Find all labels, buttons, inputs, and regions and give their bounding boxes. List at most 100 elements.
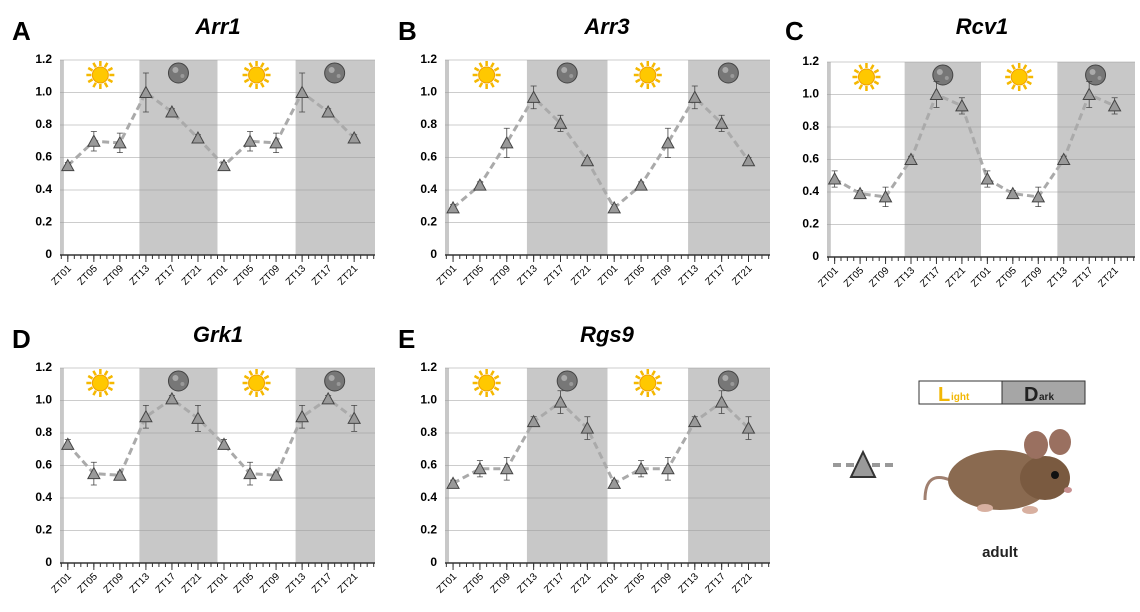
data-point — [165, 391, 179, 405]
sun-ray — [853, 68, 860, 74]
x-tick-label: ZT09 — [102, 263, 127, 288]
data-point — [217, 437, 231, 450]
x-tick-label: ZT13 — [284, 263, 309, 288]
data-point — [980, 171, 995, 185]
sun-ray — [103, 370, 109, 376]
sun-ray — [107, 66, 114, 72]
sun-ray — [248, 370, 254, 376]
sun-ray — [473, 78, 480, 84]
data-point — [714, 116, 729, 129]
y-tick-label: 0.2 — [420, 523, 437, 537]
moon-crater — [1089, 69, 1096, 75]
moon-crater — [172, 375, 179, 381]
data-point — [955, 98, 969, 112]
y-tick-label: 0.4 — [420, 182, 437, 196]
data-point — [580, 421, 595, 434]
sun-ray — [248, 390, 254, 396]
sun-ray — [873, 80, 880, 86]
sun-ray — [654, 78, 661, 84]
x-tick-label: ZT21 — [569, 571, 594, 596]
sun-ray — [635, 374, 641, 380]
sun — [1010, 68, 1028, 86]
sun-ray — [263, 374, 270, 380]
y-tick-label: 0.2 — [802, 217, 819, 231]
moon — [556, 62, 578, 84]
moon — [1085, 64, 1107, 86]
sun-ray — [243, 78, 250, 84]
y-tick-label: 0.6 — [420, 458, 437, 472]
x-tick-label: ZT01 — [435, 263, 460, 288]
x-tick-label: ZT13 — [515, 263, 540, 288]
x-tick-label: ZT17 — [154, 263, 179, 288]
sun-ray — [103, 390, 109, 396]
sun-ray — [103, 62, 109, 68]
sun-ray — [1022, 84, 1028, 90]
x-tick-label: ZT09 — [1020, 265, 1045, 290]
sun-ray — [651, 370, 656, 376]
data-point — [87, 466, 101, 480]
data-point — [446, 476, 460, 489]
y-tick-label: 0.4 — [420, 490, 437, 504]
moon-crater — [1097, 76, 1102, 80]
moon-crater — [336, 382, 341, 386]
sun-ray — [490, 82, 495, 88]
chart-title: Arr1 — [194, 14, 240, 39]
chart-title: Grk1 — [193, 322, 243, 347]
x-tick-label: ZT05 — [995, 265, 1020, 290]
x-tick-label: ZT01 — [969, 265, 994, 290]
y-tick-label: 1.2 — [35, 360, 52, 374]
series-line — [452, 400, 750, 486]
y-tick-label: 1.2 — [802, 54, 819, 68]
data-point — [553, 395, 568, 408]
moon — [932, 64, 954, 86]
y-tick-label: 0.4 — [35, 182, 52, 196]
series-line — [833, 92, 1116, 199]
y-tick-label: 0.8 — [35, 425, 52, 439]
sun — [248, 374, 266, 392]
moon — [167, 370, 189, 392]
x-tick-label: ZT13 — [677, 571, 702, 596]
x-tick-label: ZT09 — [258, 263, 283, 288]
legend-marker — [849, 449, 877, 478]
moon-crater — [561, 67, 568, 73]
data-point — [853, 186, 867, 200]
sun-ray — [478, 62, 484, 68]
light-rest: ight — [951, 392, 970, 403]
moon — [556, 370, 578, 392]
sun-ray — [853, 80, 860, 86]
x-tick-label: ZT09 — [650, 263, 675, 288]
sun-ray — [92, 62, 97, 68]
sun-ray — [263, 66, 270, 72]
series-line — [66, 90, 356, 168]
y-tick-label: 0 — [45, 247, 52, 261]
data-point — [687, 90, 702, 103]
chart-title: Arr3 — [583, 14, 629, 39]
x-tick-label: ZT17 — [310, 263, 335, 288]
sun-ray — [473, 66, 480, 72]
data-point — [243, 134, 257, 147]
data-point — [191, 130, 205, 144]
x-tick-label: ZT13 — [128, 263, 153, 288]
x-tick-label: ZT21 — [180, 571, 205, 596]
data-point — [607, 476, 622, 489]
data-point — [929, 87, 944, 100]
sun-ray — [639, 82, 645, 88]
sun-ray — [635, 78, 641, 84]
data-point — [687, 414, 702, 428]
sun-ray — [478, 82, 484, 88]
data-point — [741, 421, 756, 434]
sun — [857, 68, 875, 86]
sun-ray — [873, 68, 880, 74]
data-point — [60, 437, 75, 450]
x-tick-label: ZT13 — [893, 265, 918, 290]
x-tick-label: ZT17 — [310, 571, 335, 596]
y-tick-label: 0 — [812, 249, 819, 263]
x-tick-label: ZT13 — [128, 571, 153, 596]
moon-crater — [936, 69, 943, 75]
y-tick-label: 0.2 — [35, 215, 52, 229]
y-tick-label: 0 — [45, 555, 52, 569]
x-tick-label: ZT13 — [677, 263, 702, 288]
